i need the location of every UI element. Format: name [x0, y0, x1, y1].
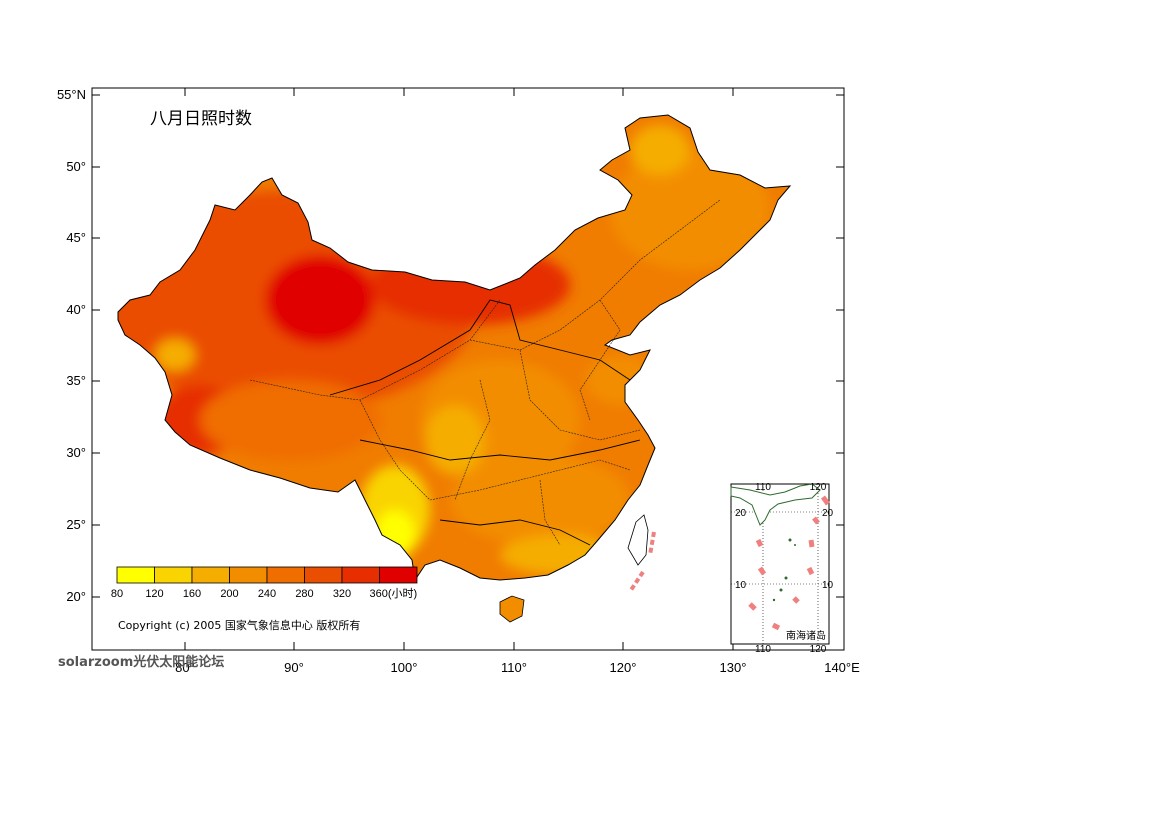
- legend-swatch: [304, 566, 343, 584]
- legend-value-label: 200: [220, 588, 238, 600]
- inset-coastline: [730, 483, 821, 526]
- legend-swatch: [116, 566, 155, 584]
- color-legend: 80 120 160 200 240 280 320 360(小时): [111, 566, 418, 600]
- legend-swatch: [229, 566, 268, 584]
- inset-right-label-10: 10: [822, 580, 834, 591]
- legend-value-label: 120: [145, 588, 163, 600]
- legend-swatch: [154, 566, 193, 584]
- inset-caption: 南海诸岛: [786, 629, 826, 642]
- legend-value-label: 360(小时): [370, 587, 418, 600]
- map-title: 八月日照时数: [150, 109, 252, 129]
- inset-top-label-110: 110: [755, 482, 771, 493]
- low-zone-sichuan: [425, 405, 485, 475]
- lat-label-20: 20°: [66, 589, 86, 604]
- inset-top-label-120: 120: [810, 482, 827, 493]
- hainan-island: [499, 595, 525, 623]
- rivers: [329, 299, 641, 546]
- copyright-text: Copyright (c) 2005 国家气象信息中心 版权所有: [118, 618, 360, 632]
- map-frame: [91, 87, 845, 651]
- lon-label-80: 80°: [175, 660, 195, 675]
- lat-label-55: 55°N: [57, 87, 86, 102]
- low-zone-kashgar: [155, 339, 195, 371]
- mid-zone-tibet: [200, 380, 380, 460]
- inset-islands: [772, 538, 796, 602]
- province-boundaries: [249, 199, 721, 546]
- mid-zone-northeast: [610, 150, 770, 270]
- lat-label-30: 30°: [66, 445, 86, 460]
- latitude-axis: 55°N 50° 45° 40° 35° 30° 25° 20°: [57, 87, 844, 604]
- legend-swatch: [191, 566, 230, 584]
- inset-left-label-20: 20: [735, 508, 747, 519]
- mid-zone-shandong: [585, 355, 655, 405]
- lat-label-50: 50°: [66, 159, 86, 174]
- inset-bottom-label-120: 120: [810, 644, 827, 655]
- mid-zone-south: [450, 455, 630, 545]
- high-zone-innermongolia: [370, 245, 570, 325]
- lon-label-120: 120°: [610, 660, 637, 675]
- legend-value-label: 160: [183, 588, 201, 600]
- lat-label-35: 35°: [66, 373, 86, 388]
- lon-label-100: 100°: [391, 660, 418, 675]
- sunshine-surface: [118, 115, 790, 580]
- legend-swatch: [379, 566, 418, 584]
- legend-value-label: 240: [258, 588, 276, 600]
- inset-bottom-label-110: 110: [755, 644, 771, 655]
- island-dash-east-2: [629, 570, 645, 592]
- lowest-zone-yunnan: [375, 510, 415, 560]
- legend-swatch: [266, 566, 305, 584]
- legend-value-label: 280: [295, 588, 313, 600]
- inset-dashes: [748, 495, 831, 631]
- island-dash-east-1: [648, 531, 656, 556]
- peak-zone-xinjiang: [265, 255, 375, 345]
- inset-left-label-10: 10: [735, 580, 747, 591]
- lat-label-25: 25°: [66, 517, 86, 532]
- lon-label-110: 110°: [501, 660, 527, 675]
- lon-label-130: 130°: [720, 660, 747, 675]
- inset-right-label-20: 20: [822, 508, 834, 519]
- mid-zone-northeast-2: [630, 125, 690, 175]
- south-china-sea-inset: 110 120 110 120 20 10 20 10 南海诸岛: [730, 482, 834, 655]
- taiwan-island: [627, 514, 649, 566]
- lat-label-40: 40°: [66, 302, 86, 317]
- legend-value-label: 80: [111, 588, 123, 600]
- watermark-text: solarzoom光伏太阳能论坛: [58, 654, 224, 670]
- lon-label-140: 140°E: [824, 660, 860, 675]
- longitude-axis: 80° 90° 100° 110° 120° 130° 140°E: [175, 88, 860, 675]
- legend-value-label: 320: [333, 588, 351, 600]
- legend-swatch: [341, 566, 380, 584]
- lon-label-90: 90°: [284, 660, 304, 675]
- lat-label-45: 45°: [66, 230, 86, 245]
